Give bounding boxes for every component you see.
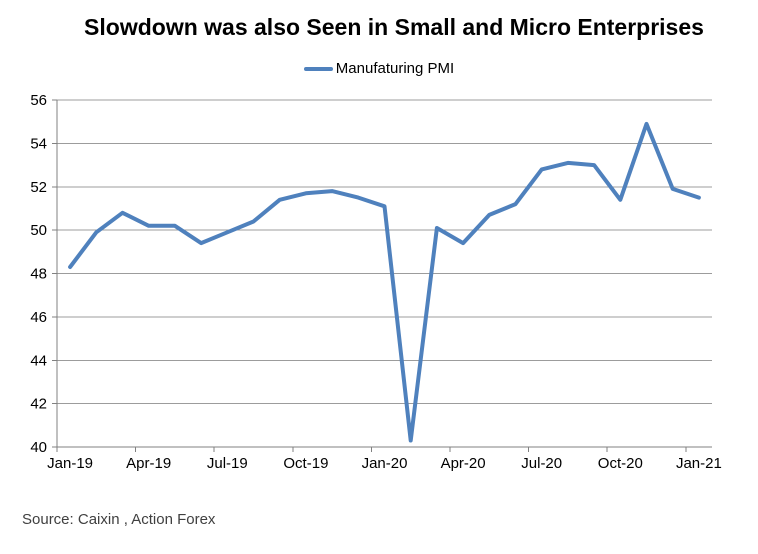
y-axis-label: 50 [30,222,47,239]
x-axis-label: Jan-21 [676,455,722,472]
y-axis-label: 40 [30,439,47,456]
x-axis-label: Apr-19 [126,455,171,472]
y-axis-label: 46 [30,309,47,326]
y-axis-label: 44 [30,352,47,369]
x-axis-label: Jan-20 [362,455,408,472]
x-axis-label: Jul-19 [207,455,248,472]
legend-label: Manufaturing PMI [335,60,455,77]
y-axis-label: 56 [30,92,47,109]
legend: Manufaturing PMI [0,60,758,77]
manufacturing-pmi-line [68,121,701,443]
x-axis-label: Jan-19 [47,455,93,472]
x-axis-label: Apr-20 [441,455,486,472]
legend-line-marker [303,66,333,71]
x-axis-label: Jul-20 [521,455,562,472]
y-axis-label: 52 [30,179,47,196]
y-axis-label: 54 [30,135,47,152]
chart-title: Slowdown was also Seen in Small and Micr… [84,14,704,40]
x-axis-label: Oct-19 [283,455,328,472]
y-axis-label: 42 [30,396,47,413]
x-axis-label: Oct-20 [598,455,643,472]
y-axis-label: 48 [30,266,47,283]
source-note: Source: Caixin , Action Forex [22,511,216,528]
